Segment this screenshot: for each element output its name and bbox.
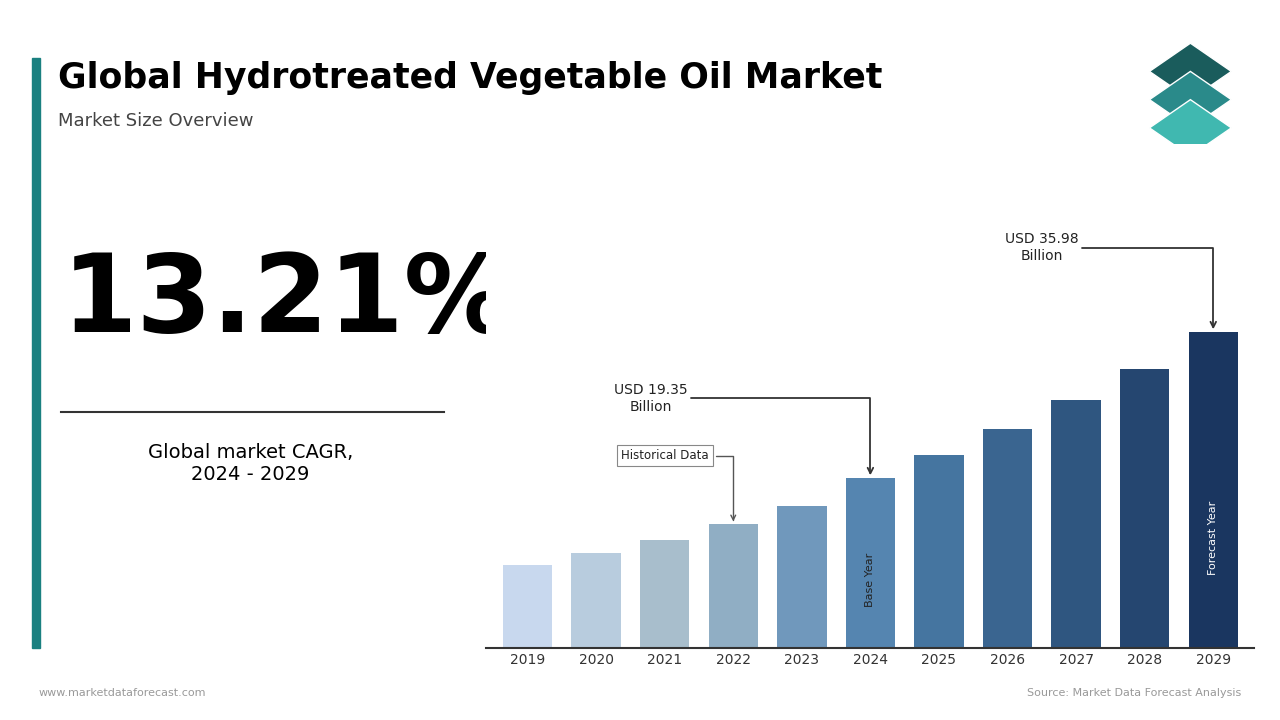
Text: USD 35.98
Billion: USD 35.98 Billion <box>1005 233 1216 328</box>
Text: Global Hydrotreated Vegetable Oil Market: Global Hydrotreated Vegetable Oil Market <box>58 61 882 95</box>
Bar <box>983 428 1032 648</box>
Text: www.marketdataforecast.com: www.marketdataforecast.com <box>38 688 206 698</box>
Bar <box>709 524 758 648</box>
Bar <box>571 553 621 648</box>
Bar <box>914 455 964 648</box>
Text: Source: Market Data Forecast Analysis: Source: Market Data Forecast Analysis <box>1028 688 1242 698</box>
Text: Historical Data: Historical Data <box>621 449 736 520</box>
Text: Base Year: Base Year <box>865 553 876 607</box>
Text: Market Size Overview: Market Size Overview <box>58 112 253 130</box>
Text: USD 19.35
Billion: USD 19.35 Billion <box>614 383 873 473</box>
Bar <box>503 564 552 648</box>
Bar <box>640 540 690 648</box>
Bar <box>846 478 895 648</box>
Bar <box>1189 332 1238 648</box>
Bar <box>777 505 827 648</box>
Polygon shape <box>1149 99 1231 156</box>
Polygon shape <box>1149 43 1231 99</box>
Bar <box>1120 369 1170 648</box>
Polygon shape <box>1149 71 1231 128</box>
Text: Global market CAGR,
2024 - 2029: Global market CAGR, 2024 - 2029 <box>147 444 353 484</box>
Text: Forecast Year: Forecast Year <box>1208 500 1219 575</box>
Bar <box>1051 400 1101 648</box>
Text: 13.21%: 13.21% <box>61 249 513 356</box>
